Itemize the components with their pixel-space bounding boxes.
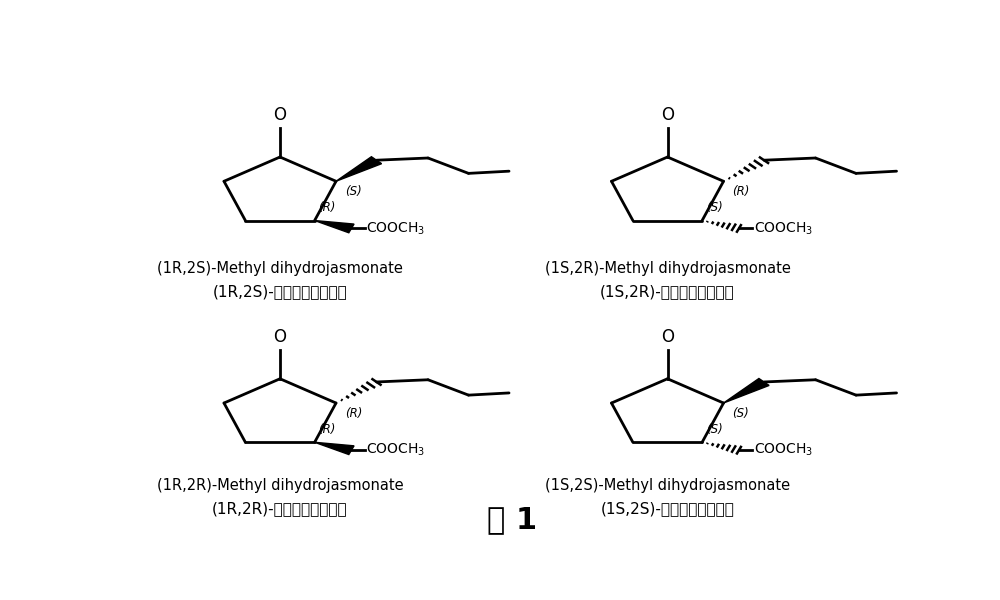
Text: COOCH$_3$: COOCH$_3$	[366, 220, 425, 236]
Polygon shape	[724, 379, 769, 403]
Text: (S): (S)	[345, 185, 362, 198]
Text: COOCH$_3$: COOCH$_3$	[366, 442, 425, 458]
Text: O: O	[661, 328, 674, 346]
Text: O: O	[274, 328, 287, 346]
Text: (1R,2R)-Methyl dihydrojasmonate: (1R,2R)-Methyl dihydrojasmonate	[157, 478, 403, 493]
Text: (1S,2S)-Methyl dihydrojasmonate: (1S,2S)-Methyl dihydrojasmonate	[545, 478, 790, 493]
Polygon shape	[315, 221, 354, 233]
Text: 式 1: 式 1	[487, 506, 538, 535]
Text: (1R,2S)-二氢茸莘酮酸甲酯: (1R,2S)-二氢茸莘酮酸甲酯	[213, 284, 347, 299]
Text: COOCH$_3$: COOCH$_3$	[754, 442, 813, 458]
Polygon shape	[315, 442, 354, 455]
Text: (S): (S)	[706, 423, 723, 436]
Text: (R): (R)	[732, 185, 750, 198]
Text: (R): (R)	[345, 407, 362, 419]
Text: (1S,2S)-二氢茸莘酮酸甲酯: (1S,2S)-二氢茸莘酮酸甲酯	[601, 501, 734, 516]
Text: (1S,2R)-Methyl dihydrojasmonate: (1S,2R)-Methyl dihydrojasmonate	[545, 261, 790, 276]
Text: COOCH$_3$: COOCH$_3$	[754, 220, 813, 236]
Text: O: O	[661, 106, 674, 124]
Polygon shape	[336, 157, 382, 181]
Text: (1R,2S)-Methyl dihydrojasmonate: (1R,2S)-Methyl dihydrojasmonate	[157, 261, 403, 276]
Text: O: O	[274, 106, 287, 124]
Text: (1R,2R)-二氢茸莘酮酸甲酯: (1R,2R)-二氢茸莘酮酸甲酯	[212, 501, 348, 516]
Text: (1S,2R)-二氢茸莘酮酸甲酯: (1S,2R)-二氢茸莘酮酸甲酯	[600, 284, 735, 299]
Text: (R): (R)	[318, 423, 336, 436]
Text: (S): (S)	[732, 407, 749, 419]
Text: (R): (R)	[318, 201, 336, 214]
Text: (S): (S)	[706, 201, 723, 214]
